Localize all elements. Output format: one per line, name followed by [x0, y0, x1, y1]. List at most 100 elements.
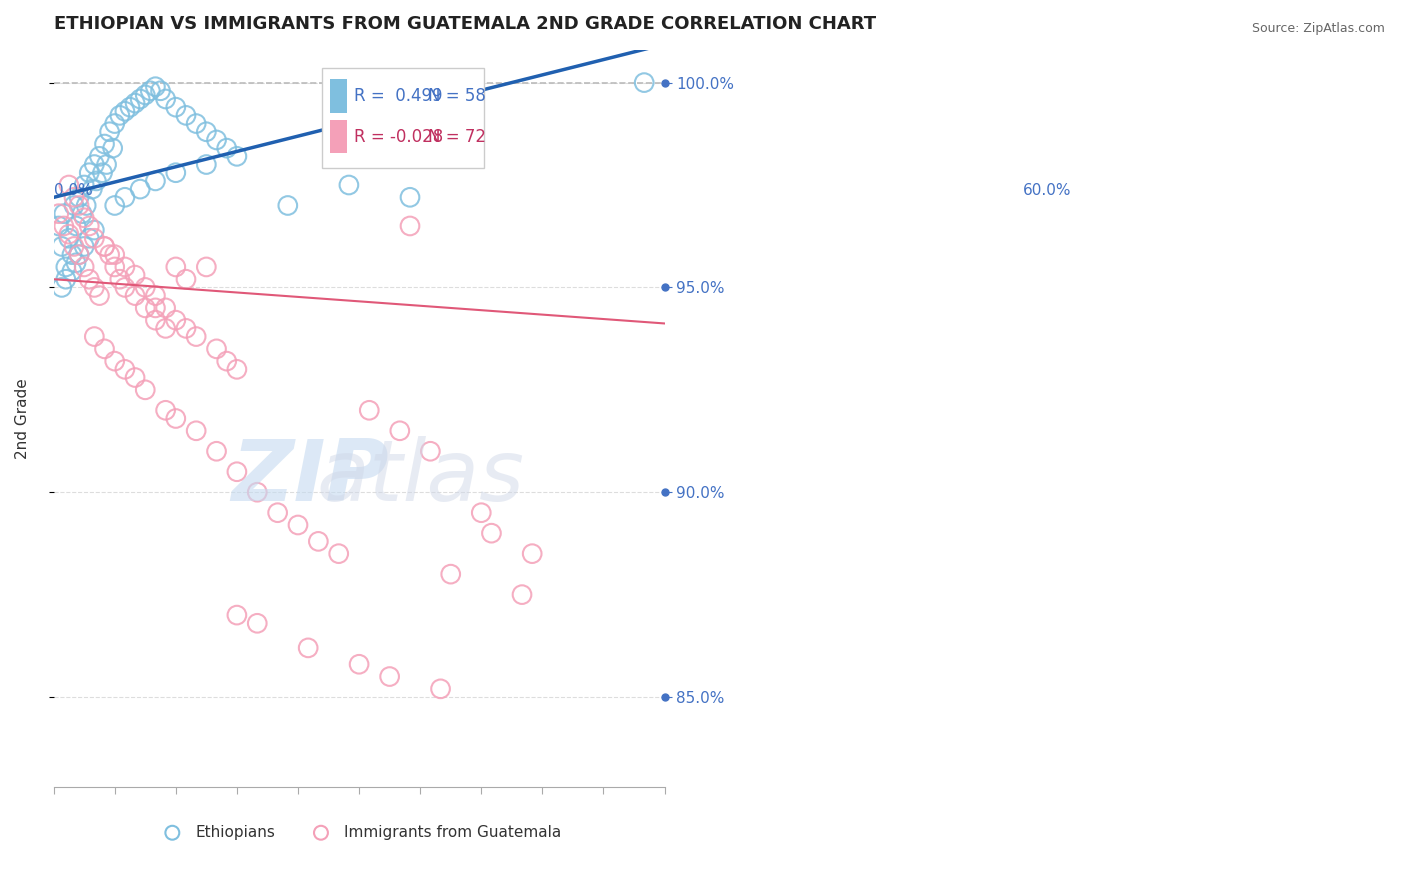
Point — [67, 198, 90, 212]
Point — [399, 219, 422, 233]
Legend: Ethiopians, Immigrants from Guatemala: Ethiopians, Immigrants from Guatemala — [150, 819, 567, 846]
Point — [186, 329, 208, 343]
Point — [155, 403, 177, 417]
Point — [52, 219, 75, 233]
Point — [104, 247, 127, 261]
Point — [60, 264, 83, 278]
Point — [83, 157, 105, 171]
Point — [60, 247, 83, 261]
Point — [83, 231, 105, 245]
Point — [58, 178, 80, 192]
Point — [65, 219, 87, 233]
Point — [195, 260, 218, 274]
Point — [205, 444, 228, 458]
Point — [195, 125, 218, 139]
Point — [266, 506, 288, 520]
Point — [73, 239, 96, 253]
Point — [114, 260, 136, 274]
Point — [145, 174, 167, 188]
Point — [93, 342, 115, 356]
Point — [139, 84, 162, 98]
Point — [55, 260, 77, 274]
Point — [58, 231, 80, 245]
Point — [93, 239, 115, 253]
Point — [67, 190, 90, 204]
Point — [378, 669, 401, 683]
Point — [134, 87, 156, 102]
Point — [104, 117, 127, 131]
Point — [246, 485, 269, 500]
Bar — [330, 79, 347, 112]
Point — [297, 640, 319, 655]
Text: R = -0.028: R = -0.028 — [354, 128, 443, 145]
Point — [145, 313, 167, 327]
Point — [165, 411, 187, 425]
Point — [429, 681, 451, 696]
Text: 60.0%: 60.0% — [1024, 183, 1071, 197]
Point — [91, 166, 114, 180]
Point — [114, 280, 136, 294]
Point — [98, 247, 121, 261]
Point — [165, 260, 187, 274]
Point — [134, 383, 156, 397]
Point — [114, 190, 136, 204]
Point — [225, 465, 247, 479]
Point — [73, 260, 96, 274]
Point — [124, 288, 146, 302]
Point — [510, 588, 533, 602]
Point — [186, 424, 208, 438]
Point — [225, 608, 247, 623]
Point — [633, 76, 655, 90]
Point — [165, 313, 187, 327]
Point — [134, 301, 156, 315]
Point — [67, 247, 90, 261]
Text: N = 72: N = 72 — [427, 128, 485, 145]
Point — [328, 547, 350, 561]
Point — [195, 157, 218, 171]
Point — [77, 231, 100, 245]
Point — [83, 329, 105, 343]
Point — [205, 133, 228, 147]
Point — [51, 280, 73, 294]
Point — [48, 207, 70, 221]
Point — [215, 354, 238, 368]
Text: atlas: atlas — [316, 436, 524, 519]
Point — [83, 223, 105, 237]
Point — [63, 190, 86, 204]
Point — [70, 207, 93, 221]
Point — [165, 166, 187, 180]
Point — [89, 288, 111, 302]
Point — [174, 108, 197, 122]
Point — [225, 362, 247, 376]
Bar — [330, 120, 347, 153]
Point — [307, 534, 329, 549]
Point — [83, 280, 105, 294]
Point — [155, 321, 177, 335]
Point — [124, 96, 146, 111]
Point — [58, 227, 80, 242]
Point — [145, 79, 167, 94]
Point — [145, 288, 167, 302]
Point — [77, 272, 100, 286]
Point — [225, 149, 247, 163]
Point — [63, 239, 86, 253]
Y-axis label: 2nd Grade: 2nd Grade — [15, 378, 30, 458]
Point — [77, 166, 100, 180]
Point — [77, 219, 100, 233]
Point — [129, 182, 152, 196]
Point — [63, 198, 86, 212]
Point — [48, 219, 70, 233]
Point — [51, 239, 73, 253]
Point — [93, 136, 115, 151]
Point — [388, 424, 411, 438]
Point — [82, 182, 104, 196]
Point — [359, 403, 381, 417]
Point — [165, 100, 187, 114]
Point — [440, 567, 463, 582]
Point — [470, 506, 492, 520]
Point — [93, 239, 115, 253]
Point — [52, 207, 75, 221]
Point — [145, 301, 167, 315]
Point — [399, 190, 422, 204]
Point — [104, 260, 127, 274]
